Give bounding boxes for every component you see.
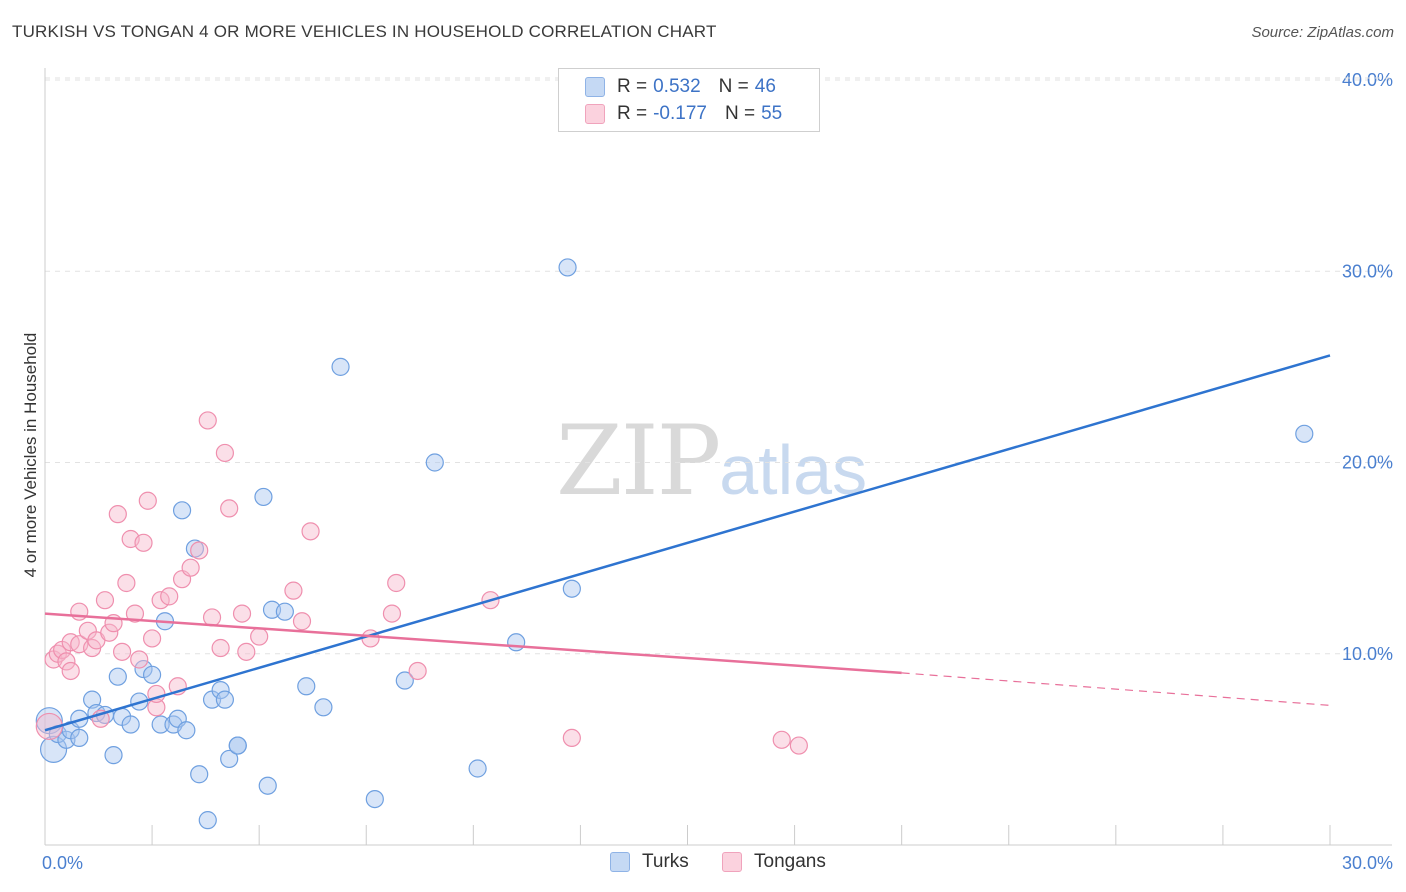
- point-turks: [425, 453, 444, 472]
- legend-r-label-turks: R =: [617, 76, 648, 97]
- legend-n-value-turks: 46: [754, 76, 776, 97]
- point-turks: [297, 677, 316, 696]
- point-turks: [468, 759, 487, 778]
- point-turks: [507, 633, 526, 652]
- legend-n-value-tongans: 55: [761, 103, 783, 124]
- series-swatch-tongans: [722, 852, 742, 872]
- watermark-zip: ZIP: [556, 405, 721, 517]
- legend-n-label-tongans: N =: [724, 103, 756, 124]
- point-tongans: [70, 602, 89, 621]
- y-tick-label: 20.0%: [1342, 453, 1393, 473]
- legend-n-label-turks: N =: [718, 76, 749, 97]
- point-tongans: [211, 638, 230, 658]
- point-turks: [142, 665, 162, 684]
- watermark-atlas: atlas: [719, 431, 868, 509]
- point-tongans: [382, 604, 402, 623]
- point-tongans: [198, 411, 217, 430]
- series-swatch-turks: [610, 852, 630, 872]
- point-tongans: [408, 661, 427, 681]
- point-tongans: [95, 591, 115, 610]
- y-tick-label: 30.0%: [1342, 261, 1393, 281]
- legend-swatch-turks: [585, 77, 605, 97]
- point-turks: [83, 690, 102, 709]
- x-tick-label-max: 30.0%: [1342, 853, 1393, 873]
- point-turks: [211, 680, 230, 700]
- point-turks: [177, 721, 196, 740]
- point-turks: [314, 698, 333, 717]
- point-tongans: [125, 604, 145, 623]
- point-tongans: [57, 652, 76, 671]
- point-tongans: [160, 587, 179, 606]
- point-tongans: [130, 650, 149, 669]
- point-tongans: [387, 573, 406, 593]
- watermark: ZIPatlas: [556, 405, 867, 517]
- point-tongans: [250, 627, 269, 646]
- point-tongans: [61, 661, 80, 681]
- point-turks: [395, 671, 414, 690]
- point-turks: [275, 602, 294, 621]
- legend-row-tongans: R = -0.177 N = 55: [585, 102, 782, 126]
- point-turks: [190, 765, 209, 784]
- series-legend-label-turks: Turks: [642, 851, 689, 872]
- y-tick-label: 40.0%: [1342, 70, 1393, 90]
- point-tongans: [292, 612, 312, 631]
- legend-r-label-tongans: R =: [617, 103, 648, 124]
- point-turks: [258, 776, 277, 795]
- point-turks: [365, 789, 384, 809]
- point-turks: [220, 749, 239, 769]
- point-tongans: [232, 604, 252, 623]
- point-tongans: [772, 730, 791, 749]
- point-turks: [331, 357, 350, 376]
- legend-r-value-tongans: -0.177: [653, 103, 707, 124]
- chart-title: TURKISH VS TONGAN 4 OR MORE VEHICLES IN …: [12, 22, 717, 41]
- x-tick-label-min: 0.0%: [42, 853, 83, 873]
- series-legend-tongans[interactable]: Tongans: [722, 851, 826, 873]
- point-turks: [562, 579, 581, 598]
- point-turks: [172, 501, 192, 520]
- point-turks: [198, 811, 217, 830]
- trend-line-turks: [44, 354, 1331, 732]
- point-tongans: [138, 491, 157, 510]
- y-tick-label: 10.0%: [1342, 644, 1393, 664]
- point-tongans: [284, 581, 303, 600]
- point-tongans: [220, 499, 239, 518]
- point-tongans: [202, 608, 222, 627]
- point-tongans: [134, 533, 153, 552]
- point-tongans: [151, 591, 170, 610]
- point-turks: [104, 746, 123, 765]
- point-turks: [254, 487, 273, 507]
- series-legend-label-tongans: Tongans: [754, 851, 826, 872]
- point-tongans: [181, 558, 200, 577]
- legend-row-turks: R = 0.532 N = 46: [585, 75, 776, 99]
- point-tongans: [100, 623, 119, 642]
- point-turks: [228, 736, 247, 755]
- point-tongans: [108, 505, 127, 524]
- point-turks: [558, 258, 577, 277]
- point-tongans: [215, 443, 234, 463]
- point-tongans: [117, 573, 136, 593]
- point-turks: [215, 690, 234, 709]
- point-tongans: [112, 642, 132, 661]
- legend-swatch-tongans: [585, 104, 605, 124]
- point-turks: [70, 728, 89, 748]
- trend-line-tongans: [44, 612, 902, 675]
- point-tongans: [789, 736, 808, 755]
- trend-line-tongans-extrapolated: [901, 672, 1331, 706]
- source-label: Source: ZipAtlas.com: [1251, 24, 1394, 41]
- point-tongans: [562, 728, 581, 748]
- point-turks: [121, 715, 140, 734]
- legend-r-value-turks: 0.532: [653, 76, 701, 97]
- point-tongans: [190, 541, 209, 560]
- point-turks: [108, 667, 127, 686]
- point-turks: [151, 715, 170, 734]
- correlation-legend: R = 0.532 N = 46 R = -0.177 N = 55: [558, 68, 820, 132]
- point-turks: [1295, 424, 1314, 443]
- series-legend: Turks Tongans: [0, 851, 1406, 879]
- point-tongans: [142, 629, 162, 648]
- point-tongans: [237, 642, 256, 661]
- series-legend-turks[interactable]: Turks: [610, 851, 689, 873]
- point-tongans: [301, 522, 320, 541]
